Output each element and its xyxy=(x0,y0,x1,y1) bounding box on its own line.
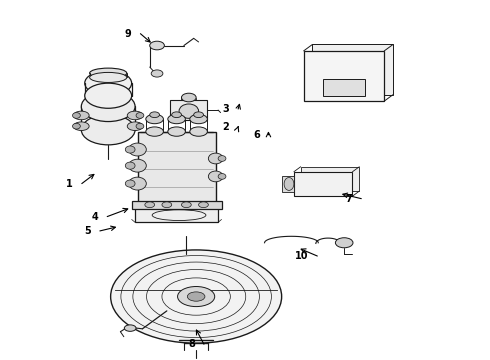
Ellipse shape xyxy=(150,41,164,50)
Bar xyxy=(282,176,294,192)
Ellipse shape xyxy=(81,115,135,145)
Ellipse shape xyxy=(198,202,208,208)
Text: 1: 1 xyxy=(66,179,73,189)
Bar xyxy=(313,44,393,95)
Ellipse shape xyxy=(208,171,223,182)
Text: 10: 10 xyxy=(295,251,309,261)
Text: 7: 7 xyxy=(346,194,352,204)
Ellipse shape xyxy=(127,122,143,131)
Ellipse shape xyxy=(111,250,282,343)
Ellipse shape xyxy=(129,159,147,172)
Ellipse shape xyxy=(187,292,205,301)
Text: 8: 8 xyxy=(188,339,195,349)
Ellipse shape xyxy=(190,114,207,124)
Ellipse shape xyxy=(146,114,163,124)
Text: 3: 3 xyxy=(222,104,229,114)
Text: 6: 6 xyxy=(253,130,260,140)
Ellipse shape xyxy=(136,123,144,129)
Bar xyxy=(304,51,384,101)
Bar xyxy=(301,167,359,191)
Ellipse shape xyxy=(218,156,226,161)
Ellipse shape xyxy=(181,93,196,102)
Ellipse shape xyxy=(74,122,89,131)
Ellipse shape xyxy=(172,112,181,118)
Ellipse shape xyxy=(218,174,226,179)
Ellipse shape xyxy=(129,177,147,190)
Bar xyxy=(138,132,216,203)
Ellipse shape xyxy=(284,177,294,190)
Ellipse shape xyxy=(181,202,191,208)
Ellipse shape xyxy=(73,123,80,129)
Ellipse shape xyxy=(335,238,353,248)
Ellipse shape xyxy=(125,162,135,169)
Bar xyxy=(294,172,352,196)
Ellipse shape xyxy=(190,127,207,136)
Ellipse shape xyxy=(90,72,127,82)
Ellipse shape xyxy=(208,153,223,164)
Ellipse shape xyxy=(129,143,147,156)
Ellipse shape xyxy=(151,70,163,77)
Ellipse shape xyxy=(146,127,163,136)
Text: 9: 9 xyxy=(125,29,132,39)
Ellipse shape xyxy=(177,287,215,307)
Ellipse shape xyxy=(85,83,132,108)
Ellipse shape xyxy=(127,111,143,120)
Ellipse shape xyxy=(136,113,144,118)
Ellipse shape xyxy=(179,104,198,118)
Text: 5: 5 xyxy=(84,226,91,236)
Ellipse shape xyxy=(90,68,127,78)
Ellipse shape xyxy=(73,113,80,118)
Ellipse shape xyxy=(162,202,172,208)
Ellipse shape xyxy=(81,91,135,122)
Ellipse shape xyxy=(125,146,135,153)
Ellipse shape xyxy=(124,325,136,331)
Ellipse shape xyxy=(145,202,155,208)
Ellipse shape xyxy=(194,112,203,118)
Ellipse shape xyxy=(168,127,185,136)
Ellipse shape xyxy=(125,180,135,187)
Bar xyxy=(132,201,221,209)
Ellipse shape xyxy=(168,114,185,124)
Ellipse shape xyxy=(74,111,89,120)
Bar xyxy=(170,100,207,120)
Ellipse shape xyxy=(85,71,132,96)
Text: 2: 2 xyxy=(222,122,229,132)
Text: 4: 4 xyxy=(92,212,98,221)
Bar xyxy=(323,78,365,96)
Ellipse shape xyxy=(150,112,159,118)
Bar xyxy=(135,208,218,222)
